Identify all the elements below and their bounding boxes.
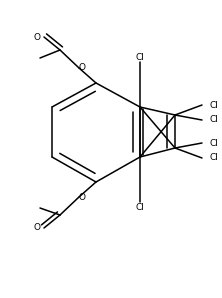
Text: Cl: Cl (136, 52, 145, 61)
Text: Cl: Cl (210, 116, 218, 125)
Text: Cl: Cl (210, 100, 218, 109)
Text: Cl: Cl (210, 139, 218, 148)
Text: O: O (34, 224, 40, 232)
Text: O: O (79, 193, 85, 203)
Text: O: O (79, 63, 85, 72)
Text: Cl: Cl (136, 203, 145, 212)
Text: Cl: Cl (210, 153, 218, 162)
Text: O: O (34, 32, 40, 41)
